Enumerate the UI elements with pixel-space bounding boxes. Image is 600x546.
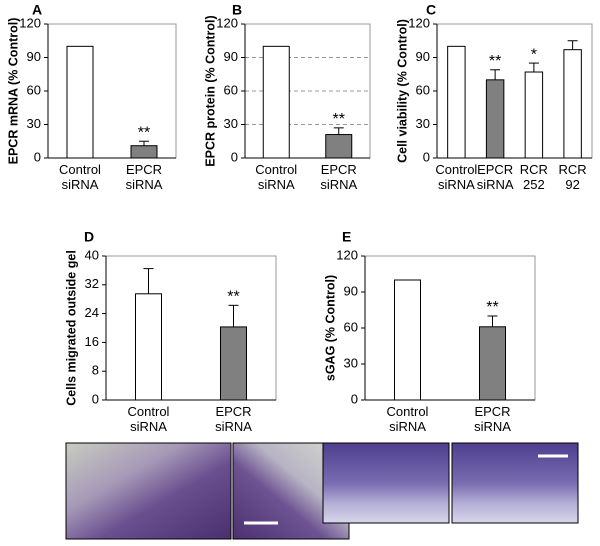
bar	[394, 279, 421, 401]
x-tick-label: RCR 252	[520, 162, 548, 192]
x-tick-label: EPCR siRNA	[320, 162, 357, 192]
y-tick-label: 0	[423, 149, 430, 164]
y-axis-label: sGAG (% Control)	[323, 275, 337, 381]
bar	[66, 45, 94, 159]
y-axis-label: Cells migrated outside gel	[64, 250, 78, 406]
significance: **	[333, 111, 345, 128]
bar	[447, 45, 466, 159]
significance: **	[138, 124, 150, 141]
y-tick-label: 60	[224, 82, 238, 97]
bar	[485, 79, 505, 159]
bar	[262, 45, 290, 159]
bar	[524, 71, 544, 159]
x-tick-label: RCR 92	[559, 162, 587, 192]
y-tick-label: 120	[336, 247, 358, 262]
x-tick-label: Control siRNA	[387, 404, 429, 434]
y-tick-label: 90	[224, 49, 238, 64]
bar	[135, 293, 162, 401]
y-tick-label: 90	[344, 283, 358, 298]
bar	[325, 134, 353, 159]
micrograph	[65, 442, 232, 540]
y-tick-label: 16	[85, 334, 99, 349]
micrographs	[65, 442, 579, 540]
y-tick-label: 40	[85, 247, 99, 262]
bar	[563, 49, 582, 159]
y-tick-label: 60	[344, 319, 358, 334]
plot-frame	[105, 255, 277, 401]
y-tick-label: 90	[416, 49, 430, 64]
y-tick-label: 0	[231, 149, 238, 164]
x-tick-label: EPCR siRNA	[126, 162, 163, 192]
y-tick-label: 30	[27, 116, 41, 131]
y-tick-label: 60	[416, 82, 430, 97]
x-tick-label: EPCR siRNA	[215, 404, 252, 434]
significance: **	[486, 299, 498, 316]
significance: **	[489, 53, 501, 70]
y-tick-label: 32	[85, 276, 99, 291]
x-tick-label: EPCR siRNA	[477, 162, 514, 192]
panel-label: D	[84, 229, 94, 245]
y-tick-label: 120	[216, 15, 238, 30]
y-tick-label: 8	[92, 363, 99, 378]
y-tick-label: 0	[92, 391, 99, 406]
y-tick-label: 0	[351, 391, 358, 406]
plot-frame	[364, 255, 536, 401]
y-tick-label: 60	[27, 82, 41, 97]
y-axis-label: EPCR protein (% Control)	[203, 15, 217, 166]
y-tick-label: 120	[408, 15, 430, 30]
x-tick-label: Control siRNA	[255, 162, 297, 192]
y-tick-label: 90	[27, 49, 41, 64]
x-tick-label: Control siRNA	[435, 162, 477, 192]
significance: *	[531, 46, 537, 63]
panel-label: C	[426, 2, 436, 18]
bar	[479, 326, 506, 401]
x-tick-label: EPCR siRNA	[474, 404, 511, 434]
y-tick-label: 30	[224, 116, 238, 131]
panel-label: B	[232, 2, 242, 18]
y-tick-label: 30	[416, 116, 430, 131]
panel-label: E	[342, 229, 351, 245]
micrograph	[322, 442, 450, 524]
significance: **	[227, 289, 239, 306]
y-axis-label: EPCR mRNA (% Control)	[6, 18, 20, 165]
panel-label: A	[32, 2, 42, 18]
y-tick-label: 0	[34, 149, 41, 164]
x-tick-label: Control siRNA	[128, 404, 170, 434]
x-tick-label: Control siRNA	[59, 162, 101, 192]
bar	[220, 326, 247, 401]
bar	[130, 145, 158, 159]
y-tick-label: 120	[19, 15, 41, 30]
y-tick-label: 24	[85, 305, 99, 320]
y-axis-label: Cell viability (% Control)	[395, 19, 409, 163]
y-tick-label: 30	[344, 355, 358, 370]
